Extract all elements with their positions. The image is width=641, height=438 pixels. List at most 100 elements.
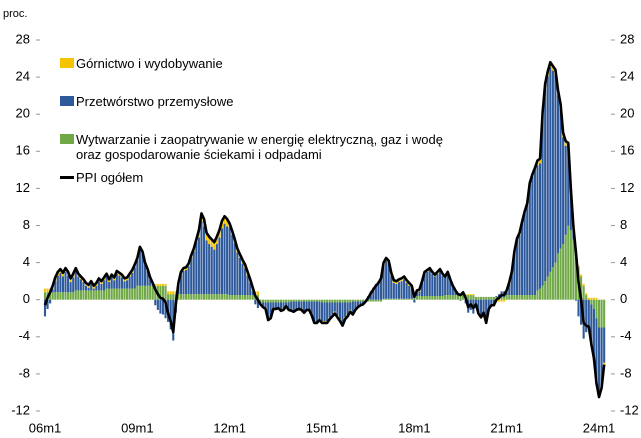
bar-segment <box>97 290 100 300</box>
bar-segment <box>210 239 213 247</box>
bar-segment <box>226 226 229 295</box>
bar-segment <box>480 296 483 300</box>
bar-segment <box>515 295 519 300</box>
y2-tick-label: 4 <box>620 254 627 269</box>
bar-segment <box>95 285 98 291</box>
bar-segment <box>354 301 357 310</box>
bar-segment <box>292 299 295 302</box>
bar-segment <box>523 213 526 296</box>
bar-segment <box>108 279 111 283</box>
bar-segment <box>467 295 470 300</box>
bar-segment <box>77 276 80 291</box>
bar-segment <box>400 281 403 299</box>
bar-segment <box>446 272 449 296</box>
bar-segment <box>567 225 570 300</box>
bar-segment <box>444 277 447 296</box>
y-tick-label: 20 <box>16 106 30 121</box>
bar-segment <box>433 295 436 300</box>
bar-segment <box>328 299 331 303</box>
bar-segment <box>513 295 516 300</box>
bar-segment <box>577 265 580 268</box>
bar-segment <box>451 286 454 296</box>
bar-segment <box>105 288 108 300</box>
bar-segment <box>595 318 598 386</box>
bar-segment <box>205 294 208 300</box>
bar-segment <box>405 298 408 300</box>
bar-segment <box>603 362 606 365</box>
bar-segment <box>523 295 526 300</box>
bar-segment <box>131 272 134 289</box>
bar-segment <box>49 292 52 300</box>
bar-segment <box>164 285 167 300</box>
bar-segment <box>226 219 229 227</box>
bar-segment <box>585 295 588 300</box>
bar-segment <box>154 283 157 286</box>
bar-segment <box>120 277 123 289</box>
bar-segment <box>454 291 457 296</box>
bar-segment <box>480 299 483 317</box>
bar-segment <box>167 291 170 295</box>
bar-segment <box>382 298 385 300</box>
bar-segment <box>308 299 311 302</box>
bar-segment <box>413 299 416 303</box>
bar-segment <box>562 244 565 300</box>
bar-segment <box>320 299 324 303</box>
bar-segment <box>338 302 342 320</box>
bar-segment <box>315 301 318 322</box>
x-tick-label: 09m1 <box>121 420 154 435</box>
bar-segment <box>326 302 329 322</box>
bar-segment <box>187 266 190 295</box>
bar-segment <box>208 236 211 245</box>
bar-segment <box>92 288 95 291</box>
y2-tick-label: 20 <box>620 106 634 121</box>
bar-segment <box>233 295 236 300</box>
bar-segment <box>415 295 418 300</box>
bar-segment <box>49 299 52 304</box>
bar-segment <box>574 253 578 300</box>
bar-segment <box>438 270 442 296</box>
bar-segment <box>441 295 444 300</box>
bar-segment <box>415 292 418 296</box>
bar-segment <box>215 236 218 245</box>
bar-segment <box>359 301 362 306</box>
bar-segment <box>349 302 352 310</box>
x-tick-label: 18m1 <box>398 420 431 435</box>
bar-segment <box>46 288 49 293</box>
bar-segment <box>423 273 426 296</box>
bar-segment <box>474 296 477 300</box>
bar-segment <box>74 290 77 300</box>
bar-segment <box>300 299 303 302</box>
bar-segment <box>118 288 121 300</box>
bar-segment <box>587 297 590 300</box>
bar-segment <box>518 295 521 300</box>
bar-segment <box>77 290 80 300</box>
bar-segment <box>197 294 200 300</box>
bar-segment <box>426 271 429 296</box>
bar-segment <box>385 298 388 300</box>
bar-segment <box>505 292 508 296</box>
bar-segment <box>138 285 141 300</box>
bar-segment <box>272 302 275 309</box>
y2-tick-label: 24 <box>620 69 634 84</box>
bar-segment <box>472 294 475 296</box>
bar-segment <box>200 220 203 295</box>
bar-segment <box>356 301 359 308</box>
bar-segment <box>485 296 488 300</box>
bar-segment <box>597 327 601 396</box>
bar-segment <box>179 294 182 300</box>
legend-swatch <box>60 176 74 179</box>
bar-segment <box>149 285 152 300</box>
bar-segment <box>549 66 552 272</box>
bar-segment <box>551 65 554 71</box>
bar-segment <box>338 299 342 303</box>
bar-segment <box>433 276 436 296</box>
bar-segment <box>392 280 395 284</box>
bar-segment <box>277 299 280 303</box>
y-tick-label: 24 <box>16 69 30 84</box>
bar-segment <box>318 299 321 302</box>
bar-segment <box>518 234 521 296</box>
bar-segment <box>531 295 534 300</box>
bar-segment <box>351 299 354 302</box>
bar-segment <box>410 298 413 300</box>
bar-segment <box>310 299 313 302</box>
